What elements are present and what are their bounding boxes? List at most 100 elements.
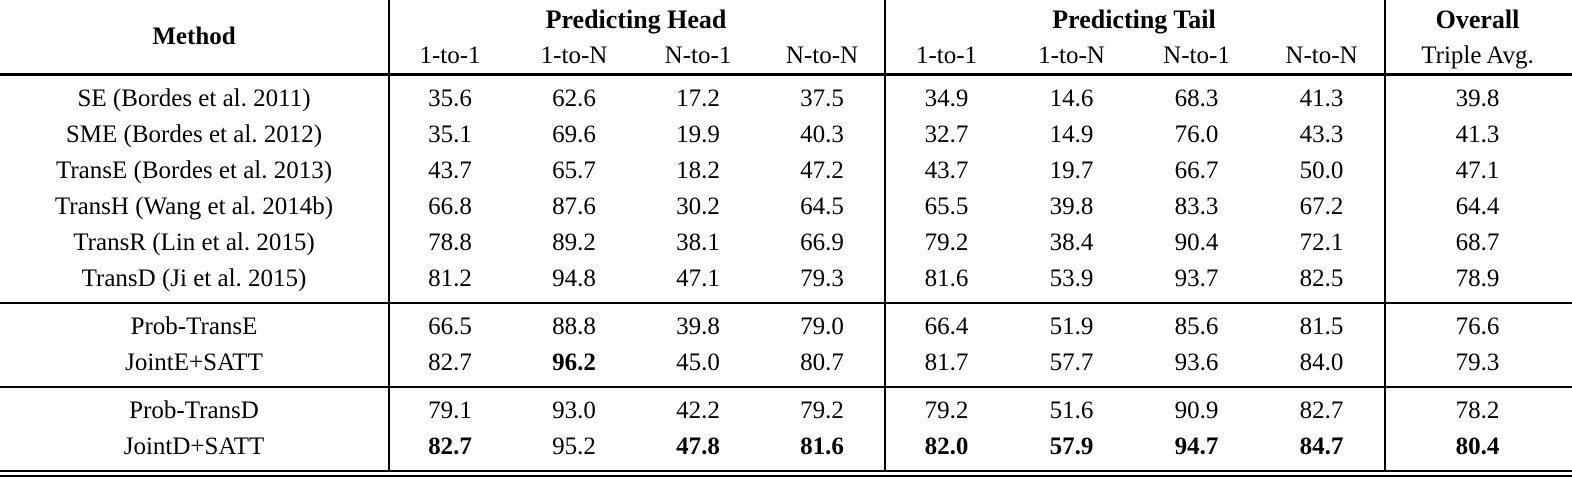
value-cell: 84.7 xyxy=(1299,433,1344,460)
table-row: Prob-TransD 79.1 93.0 42.2 79.2 79.2 51.6 90.9 8… xyxy=(0,393,1572,429)
value-cell: 50.0 xyxy=(1299,157,1344,184)
value-cell: 39.8 xyxy=(1049,193,1094,220)
value-cell: 57.7 xyxy=(1049,349,1094,376)
table-row: TransE (Bordes et al. 2013) 43.7 65.7 18.2 4… xyxy=(0,153,1572,189)
transD-variants-group: Prob-TransD 79.1 93.0 42.2 79.2 79.2 51.6 90.9 8… xyxy=(0,388,1572,470)
value-cell: 69.6 xyxy=(552,121,596,148)
value-cell: 40.3 xyxy=(800,121,844,148)
method-cell: TransR (Lin et al. 2015) xyxy=(73,229,315,256)
value-cell: 82.7 xyxy=(1299,397,1344,424)
value-cell: 93.6 xyxy=(1174,349,1219,376)
value-cell: 43.7 xyxy=(924,157,969,184)
value-cell: 66.7 xyxy=(1174,157,1219,184)
group-separator-rule-2 xyxy=(0,386,1572,388)
value-cell: 39.8 xyxy=(1455,85,1500,112)
method-cell: TransE (Bordes et al. 2013) xyxy=(55,157,333,184)
value-cell: 81.6 xyxy=(924,265,969,292)
value-cell: 82.5 xyxy=(1299,265,1344,292)
value-cell: 66.5 xyxy=(428,313,472,340)
value-cell: 78.2 xyxy=(1455,397,1500,424)
value-cell: 81.5 xyxy=(1299,313,1344,340)
subheader-overall-triple-avg: Triple Avg. xyxy=(1421,42,1534,69)
table-row: SME (Bordes et al. 2012) 35.1 69.6 19.9 40.3… xyxy=(0,117,1572,153)
value-cell: 17.2 xyxy=(676,85,720,112)
value-cell: 39.8 xyxy=(676,313,720,340)
value-cell: 79.2 xyxy=(800,397,844,424)
value-cell: 47.8 xyxy=(676,433,720,460)
value-cell: 93.7 xyxy=(1174,265,1219,292)
method-cell: Prob-TransD xyxy=(129,397,259,424)
value-cell: 84.0 xyxy=(1299,349,1344,376)
value-cell: 19.7 xyxy=(1049,157,1094,184)
vertical-rule-method-head xyxy=(388,0,390,470)
value-cell: 43.3 xyxy=(1299,121,1344,148)
value-cell: 89.2 xyxy=(552,229,596,256)
value-cell: 45.0 xyxy=(676,349,720,376)
value-cell: 57.9 xyxy=(1049,433,1094,460)
value-cell: 47.2 xyxy=(800,157,844,184)
value-cell: 81.6 xyxy=(800,433,844,460)
value-cell: 37.5 xyxy=(800,85,844,112)
value-cell: 79.3 xyxy=(800,265,844,292)
value-cell: 41.3 xyxy=(1455,121,1500,148)
column-group-predicting-tail: Predicting Tail xyxy=(1052,4,1216,34)
value-cell: 14.9 xyxy=(1049,121,1094,148)
column-header-method: Method xyxy=(152,22,236,50)
value-cell: 62.6 xyxy=(552,85,596,112)
value-cell: 35.1 xyxy=(428,121,472,148)
subheader-tail-1to1: 1-to-1 xyxy=(915,42,978,69)
value-cell: 95.2 xyxy=(552,433,596,460)
value-cell: 35.6 xyxy=(428,85,472,112)
vertical-rule-head-tail xyxy=(884,0,886,470)
baseline-methods-group: SE (Bordes et al. 2011) 35.6 62.6 17.2 37.5 3… xyxy=(0,76,1572,302)
method-cell: JointD+SATT xyxy=(123,433,265,460)
header-rule xyxy=(0,73,1572,76)
value-cell: 93.0 xyxy=(552,397,596,424)
column-group-overall: Overall xyxy=(1435,4,1520,34)
value-cell: 51.6 xyxy=(1049,397,1094,424)
value-cell: 79.0 xyxy=(800,313,844,340)
value-cell: 78.8 xyxy=(428,229,472,256)
table-row: TransD (Ji et al. 2015) 81.2 94.8 47.1 79.3 8… xyxy=(0,261,1572,297)
transE-variants-group: Prob-TransE 66.5 88.8 39.8 79.0 66.4 51.9 85.6 8… xyxy=(0,304,1572,386)
method-cell: Prob-TransE xyxy=(130,313,258,340)
value-cell: 82.7 xyxy=(428,433,472,460)
value-cell: 30.2 xyxy=(676,193,720,220)
table-row: Prob-TransE 66.5 88.8 39.8 79.0 66.4 51.9 85.6 8… xyxy=(0,309,1572,345)
value-cell: 64.5 xyxy=(800,193,844,220)
subheader-tail-NtoN: N-to-N xyxy=(1285,42,1358,69)
value-cell: 78.9 xyxy=(1455,265,1500,292)
value-cell: 66.8 xyxy=(428,193,472,220)
value-cell: 87.6 xyxy=(552,193,596,220)
value-cell: 79.1 xyxy=(428,397,472,424)
method-cell: SME (Bordes et al. 2012) xyxy=(65,121,323,148)
method-cell: TransH (Wang et al. 2014b) xyxy=(54,193,334,220)
value-cell: 32.7 xyxy=(924,121,969,148)
value-cell: 42.2 xyxy=(676,397,720,424)
value-cell: 43.7 xyxy=(428,157,472,184)
value-cell: 90.9 xyxy=(1174,397,1219,424)
value-cell: 47.1 xyxy=(676,265,720,292)
value-cell: 67.2 xyxy=(1299,193,1344,220)
method-cell: JointE+SATT xyxy=(125,349,263,376)
table-row: JointE+SATT 82.7 96.2 45.0 80.7 81.7 57.7 93.6 8… xyxy=(0,345,1572,381)
value-cell: 81.7 xyxy=(924,349,969,376)
value-cell: 41.3 xyxy=(1299,85,1344,112)
value-cell: 14.6 xyxy=(1049,85,1094,112)
bottom-double-rule xyxy=(0,470,1572,477)
subheader-head-NtoN: N-to-N xyxy=(785,42,859,69)
table-header: Method Predicting Head Predicting Tail O… xyxy=(0,0,1572,73)
value-cell: 72.1 xyxy=(1299,229,1344,256)
method-cell: TransD (Ji et al. 2015) xyxy=(81,265,307,292)
table-row: JointD+SATT 82.7 95.2 47.8 81.6 82.0 57.9 94.7 8… xyxy=(0,429,1572,465)
value-cell: 66.4 xyxy=(924,313,969,340)
value-cell: 85.6 xyxy=(1174,313,1219,340)
value-cell: 80.7 xyxy=(800,349,844,376)
value-cell: 94.8 xyxy=(552,265,596,292)
subheader-head-1toN: 1-to-N xyxy=(540,42,608,69)
value-cell: 47.1 xyxy=(1455,157,1500,184)
subheader-head-Nto1: N-to-1 xyxy=(664,42,732,69)
subheader-tail-Nto1: N-to-1 xyxy=(1163,42,1230,69)
value-cell: 34.9 xyxy=(924,85,969,112)
value-cell: 96.2 xyxy=(552,349,596,376)
